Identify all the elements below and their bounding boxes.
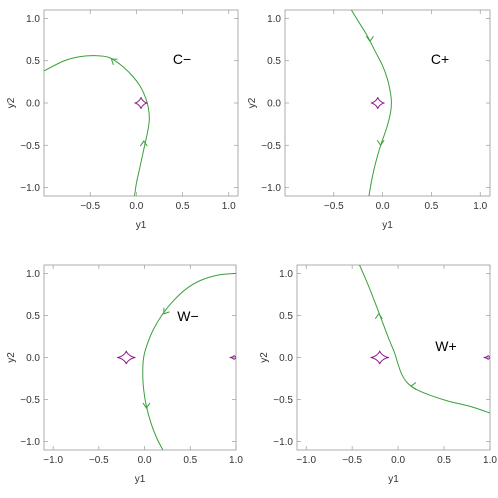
- x-tick-label: 0.0: [391, 455, 405, 466]
- x-tick-label: 1.0: [473, 201, 487, 212]
- panel-title: C+: [431, 51, 449, 67]
- x-tick-label: −1.0: [296, 455, 316, 466]
- plot-frame: [43, 9, 239, 197]
- y-tick-label: 0.0: [279, 353, 293, 364]
- direction-arrow: [410, 382, 417, 391]
- trajectory-curve: [44, 55, 150, 196]
- y-tick-label: 0.5: [279, 311, 293, 322]
- caustic-curve: [483, 355, 490, 360]
- x-tick-label: 1.0: [229, 455, 243, 466]
- caustic-curve: [370, 350, 389, 365]
- y-tick-label: 1.0: [26, 14, 40, 25]
- y-tick-label: −1.0: [20, 437, 40, 448]
- y-tick-label: 0.0: [26, 353, 40, 364]
- x-tick-label: 0.5: [183, 455, 197, 466]
- caustic-curve: [134, 97, 148, 109]
- plot-frame: [296, 264, 491, 451]
- y-tick-label: −1.0: [261, 183, 281, 194]
- x-axis-label: y1: [382, 220, 393, 231]
- x-tick-label: −0.5: [80, 201, 100, 212]
- y-tick-label: 1.0: [279, 269, 293, 280]
- y-tick-label: 1.0: [267, 14, 281, 25]
- x-tick-label: 0.0: [138, 455, 152, 466]
- y-tick-label: 0.5: [267, 56, 281, 67]
- panel-2: −0.5 0.0 0.5 1.0 −1.0 −0.5 0.0 0.5 1.0 y1 y2 C+: [247, 9, 491, 231]
- direction-arrow: [139, 140, 148, 147]
- y-axis-label: y2: [6, 352, 17, 363]
- panel-title: W+: [435, 338, 456, 354]
- x-tick-label: 0.5: [424, 201, 438, 212]
- plot-area: [350, 10, 392, 196]
- y-tick-label: −0.5: [273, 395, 293, 406]
- y-tick-label: −1.0: [273, 437, 293, 448]
- x-tick-label: 1.0: [483, 455, 497, 466]
- x-axis-label: y1: [388, 474, 399, 485]
- y-tick-label: 0.5: [26, 311, 40, 322]
- x-tick-label: −0.5: [342, 455, 362, 466]
- direction-arrow: [110, 58, 118, 65]
- panel-3: −1.0 −0.5 0.0 0.5 1.0 −1.0 −0.5 0.0 0.5 1.0 y1 y2 W−: [6, 264, 243, 485]
- plot-frame: [43, 264, 237, 451]
- x-tick-label: −1.0: [43, 455, 63, 466]
- trajectory-curve: [350, 10, 392, 196]
- y-axis-label: y2: [259, 352, 270, 363]
- x-tick-label: 1.0: [222, 201, 236, 212]
- direction-arrow: [376, 139, 385, 147]
- x-tick-label: 0.5: [437, 455, 451, 466]
- panel-4: −1.0 −0.5 0.0 0.5 1.0 −1.0 −0.5 0.0 0.5 1.0 y1 y2 W+: [259, 264, 497, 485]
- x-tick-label: −0.5: [324, 201, 344, 212]
- direction-arrow: [374, 312, 383, 320]
- trajectory-curve: [359, 265, 490, 414]
- plot-frame: [284, 9, 491, 197]
- x-axis-label: y1: [135, 474, 146, 485]
- y-tick-label: −0.5: [20, 141, 40, 152]
- x-tick-label: 0.5: [176, 201, 190, 212]
- y-tick-label: 0.0: [26, 99, 40, 110]
- x-axis-label: y1: [136, 220, 147, 231]
- direction-arrow: [142, 402, 151, 409]
- y-tick-label: −1.0: [20, 183, 40, 194]
- y-tick-label: 0.0: [267, 99, 281, 110]
- y-axis-label: y2: [6, 97, 17, 108]
- direction-arrow: [163, 307, 170, 315]
- plot-area: [44, 55, 150, 196]
- y-axis-label: y2: [247, 97, 258, 108]
- plot-area: [117, 272, 236, 450]
- y-tick-label: 1.0: [26, 269, 40, 280]
- direction-arrow: [366, 35, 374, 43]
- x-tick-label: 0.0: [376, 201, 390, 212]
- trajectory-curve: [142, 272, 236, 450]
- panel-title: W−: [177, 308, 198, 324]
- y-tick-label: −0.5: [261, 141, 281, 152]
- x-tick-label: −0.5: [89, 455, 109, 466]
- caustic-curve: [229, 355, 236, 360]
- panel-title: C−: [173, 51, 191, 67]
- y-tick-label: −0.5: [20, 395, 40, 406]
- panel-1: −0.5 0.0 0.5 1.0 −1.0 −0.5 0.0 0.5 1.0 y1 y2 C−: [6, 9, 239, 231]
- x-tick-label: 0.0: [129, 201, 143, 212]
- y-tick-label: 0.5: [26, 56, 40, 67]
- plot-area: [359, 265, 490, 414]
- caustic-curve: [117, 350, 136, 365]
- caustic-curve: [370, 96, 385, 110]
